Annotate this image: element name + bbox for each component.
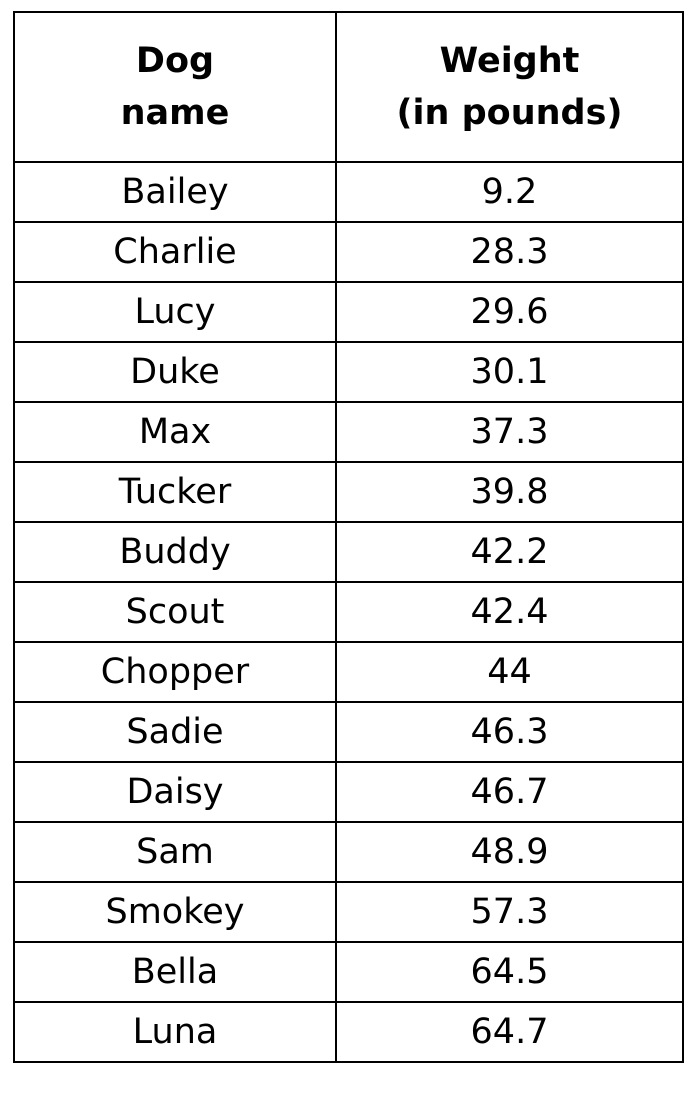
weight-cell: 48.9 <box>335 821 684 883</box>
table-row: Bailey 9.2 <box>13 161 684 223</box>
weight-cell: 46.3 <box>335 701 684 763</box>
dog-name-cell: Max <box>13 401 337 463</box>
weight-cell: 64.7 <box>335 1001 684 1063</box>
weight-cell: 37.3 <box>335 401 684 463</box>
dog-name-cell: Luna <box>13 1001 337 1063</box>
weight-cell: 39.8 <box>335 461 684 523</box>
weight-cell: 30.1 <box>335 341 684 403</box>
dog-name-cell: Charlie <box>13 221 337 283</box>
table-row: Sadie 46.3 <box>13 701 684 763</box>
dog-name-header-line-1: Dog <box>135 41 215 81</box>
dog-name-cell: Smokey <box>13 881 337 943</box>
weight-cell: 42.2 <box>335 521 684 583</box>
table-row: Tucker 39.8 <box>13 461 684 523</box>
weight-cell: 57.3 <box>335 881 684 943</box>
table-row: Duke 30.1 <box>13 341 684 403</box>
dog-name-cell: Sadie <box>13 701 337 763</box>
table-row: Chopper 44 <box>13 641 684 703</box>
dog-weight-table: Dog name Weight (in pounds) Bailey 9.2 Cha… <box>13 11 684 1063</box>
table-row: Bella 64.5 <box>13 941 684 1003</box>
table-row: Charlie 28.3 <box>13 221 684 283</box>
table-row: Smokey 57.3 <box>13 881 684 943</box>
dog-name-cell: Chopper <box>13 641 337 703</box>
weight-cell: 44 <box>335 641 684 703</box>
dog-name-cell: Scout <box>13 581 337 643</box>
dog-name-cell: Bella <box>13 941 337 1003</box>
table-row: Sam 48.9 <box>13 821 684 883</box>
dog-name-cell: Buddy <box>13 521 337 583</box>
weight-cell: 64.5 <box>335 941 684 1003</box>
weight-header-line-1: Weight <box>439 41 580 81</box>
dog-name-cell: Bailey <box>13 161 337 223</box>
weight-header-line-2: (in pounds) <box>396 93 623 133</box>
table-row: Lucy 29.6 <box>13 281 684 343</box>
weight-cell: 42.4 <box>335 581 684 643</box>
table-row: Luna 64.7 <box>13 1001 684 1063</box>
weight-cell: 9.2 <box>335 161 684 223</box>
dog-name-header-line-2: name <box>120 93 230 133</box>
weight-header: Weight (in pounds) <box>335 11 684 163</box>
dog-name-header: Dog name <box>13 11 337 163</box>
dog-name-cell: Sam <box>13 821 337 883</box>
table-row: Daisy 46.7 <box>13 761 684 823</box>
dog-name-cell: Lucy <box>13 281 337 343</box>
table-row: Scout 42.4 <box>13 581 684 643</box>
weight-cell: 28.3 <box>335 221 684 283</box>
table-row: Max 37.3 <box>13 401 684 463</box>
dog-name-cell: Duke <box>13 341 337 403</box>
dog-name-cell: Tucker <box>13 461 337 523</box>
weight-cell: 29.6 <box>335 281 684 343</box>
header-row: Dog name Weight (in pounds) <box>13 11 684 163</box>
table-body: Bailey 9.2 Charlie 28.3 Lucy 29.6 Duke 30.1 Max 3… <box>13 161 684 1063</box>
dog-name-cell: Daisy <box>13 761 337 823</box>
weight-cell: 46.7 <box>335 761 684 823</box>
table-row: Buddy 42.2 <box>13 521 684 583</box>
